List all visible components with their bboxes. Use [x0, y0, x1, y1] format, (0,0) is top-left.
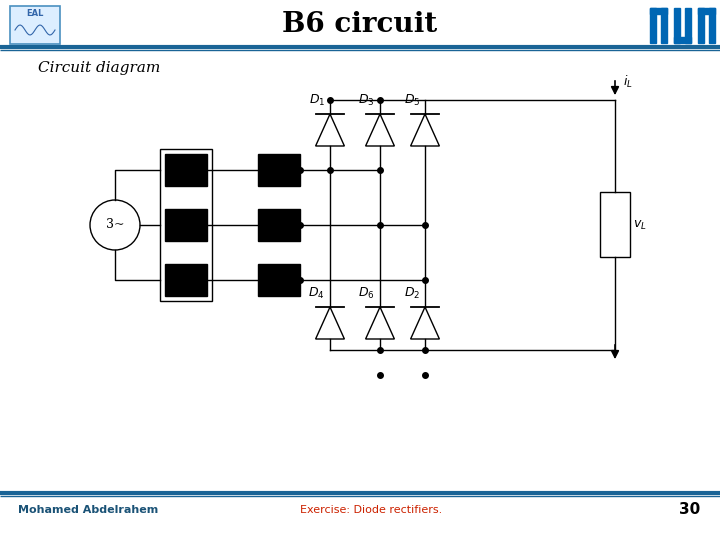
- Bar: [10, 6, 60, 44]
- Bar: [709, 8, 715, 43]
- Bar: [650, 8, 656, 43]
- Bar: [600, 192, 630, 257]
- Text: Circuit diagram: Circuit diagram: [38, 61, 161, 75]
- Text: 30: 30: [679, 503, 700, 517]
- Text: Exercise: Diode rectifiers.: Exercise: Diode rectifiers.: [300, 505, 442, 515]
- Bar: [258, 264, 300, 296]
- Bar: [698, 8, 704, 43]
- Text: EAL: EAL: [27, 10, 44, 18]
- Bar: [685, 8, 691, 43]
- Text: $D_2$: $D_2$: [404, 286, 420, 301]
- Bar: [165, 209, 207, 241]
- Text: 3~: 3~: [106, 219, 125, 232]
- Bar: [160, 149, 212, 301]
- Bar: [258, 209, 300, 241]
- Text: $D_3$: $D_3$: [359, 93, 375, 108]
- Bar: [165, 264, 207, 296]
- Bar: [258, 154, 300, 186]
- Text: $v_L$: $v_L$: [633, 219, 647, 232]
- Text: $D_1$: $D_1$: [309, 93, 325, 108]
- Text: $i_L$: $i_L$: [623, 74, 633, 90]
- Bar: [674, 37, 691, 43]
- Text: $D_6$: $D_6$: [359, 286, 375, 301]
- Text: B6 circuit: B6 circuit: [282, 11, 438, 38]
- Bar: [674, 8, 680, 43]
- Bar: [661, 8, 667, 43]
- Text: Mohamed Abdelrahem: Mohamed Abdelrahem: [18, 505, 158, 515]
- Bar: [165, 154, 207, 186]
- Text: $D_4$: $D_4$: [308, 286, 325, 301]
- Text: $D_5$: $D_5$: [403, 93, 420, 108]
- Bar: [650, 8, 667, 14]
- Bar: [698, 8, 715, 14]
